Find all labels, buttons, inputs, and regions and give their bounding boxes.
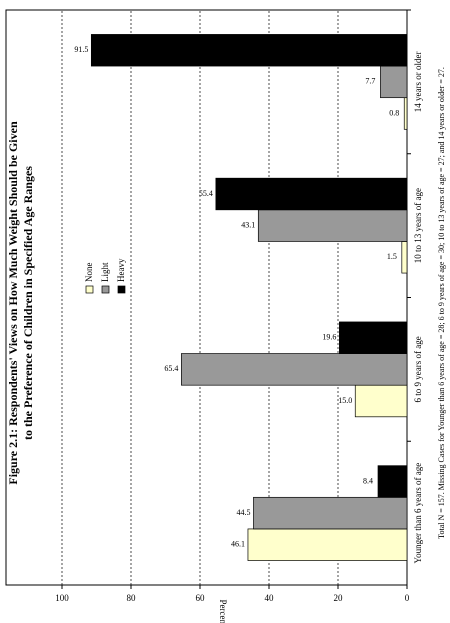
y-tick-label: 60 [196,593,206,603]
data-label: 19.6 [322,333,336,342]
y-tick-label: 80 [127,593,137,603]
data-label: 15.0 [338,396,352,405]
y-tick-label: 20 [334,593,344,603]
chart-title: to the Preference of Children in Specifi… [21,166,35,440]
legend-swatch [101,285,110,294]
bar [354,384,408,418]
x-tick-label: 10 to 13 years of age [413,188,423,263]
bar [181,353,408,386]
legend-swatch [117,285,126,294]
data-label: 0.8 [389,108,399,117]
data-label: 8.4 [363,476,373,485]
y-tick-label: 0 [405,593,410,603]
x-tick-label: 14 years or older [413,52,423,113]
legend-swatch [85,285,94,294]
data-label: 91.5 [74,45,88,54]
bar [380,65,408,99]
bar [253,496,408,530]
rotated-chart: Figure 2.1: Respondents' Views on How Mu… [5,9,446,623]
data-label: 1.5 [387,252,397,261]
legend-label: None [84,263,94,283]
data-label: 44.5 [236,508,250,517]
bar [247,528,408,561]
bar [90,34,408,67]
x-tick-label: 6 to 9 years of age [413,336,423,402]
legend-label: Light [100,262,110,282]
data-label: 43.1 [241,220,255,229]
bar [401,241,408,274]
data-label: 46.1 [231,540,245,549]
bar [257,209,408,242]
x-tick-label: Younger than 6 years of age [413,463,423,564]
chart-title: Figure 2.1: Respondents' Views on How Mu… [6,121,20,485]
y-axis-label: Percent [218,600,228,623]
y-tick-label: 100 [55,593,69,603]
footnote: Total N = 157. Missing Cases for Younger… [437,67,446,539]
bar [215,177,408,211]
bar [403,97,408,130]
legend-label: Heavy [116,258,126,282]
data-label: 65.4 [164,364,178,373]
y-tick-label: 40 [265,593,275,603]
data-label: 7.7 [365,77,375,86]
bar [339,321,408,354]
data-label: 55.4 [199,189,213,198]
bar [377,465,408,498]
